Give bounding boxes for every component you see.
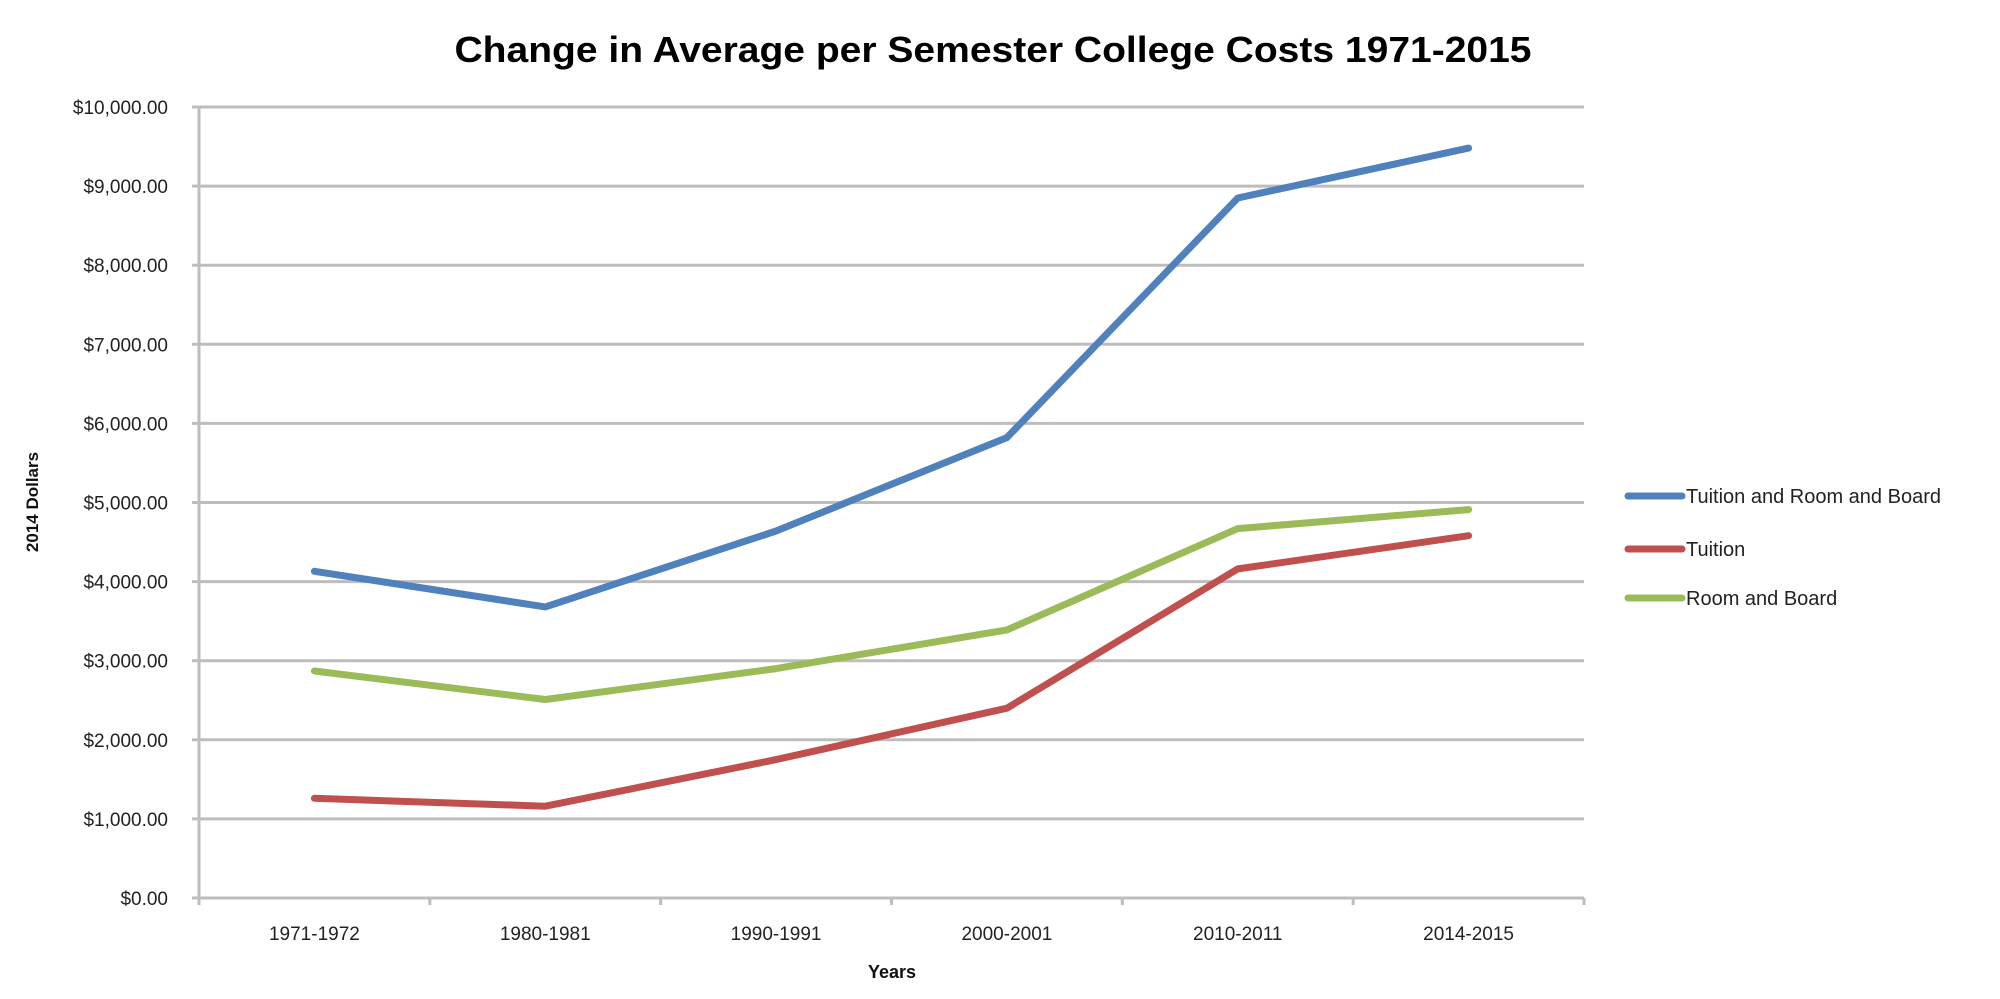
y-axis-title: 2014 Dollars: [23, 452, 42, 552]
y-tick-label: $2,000.00: [83, 731, 168, 752]
x-axis-tick-labels: 1971-1972 1980-1981 1990-1991 2000-2001 2010…: [269, 924, 1514, 945]
y-tick-label: $0.00: [120, 889, 168, 910]
y-tick-label: $3,000.00: [83, 652, 168, 673]
y-tick-label: $4,000.00: [83, 573, 168, 594]
legend-item-room-and-board: Room and Board: [1624, 588, 1837, 610]
x-axis-title: Years: [868, 962, 916, 982]
x-tick-label: 2014-2015: [1423, 924, 1514, 945]
y-tick-label: $9,000.00: [83, 177, 168, 198]
y-tick-label: $8,000.00: [83, 256, 168, 277]
x-tick-label: 1980-1981: [500, 924, 591, 945]
x-tick-label: 2010-2011: [1193, 924, 1282, 945]
legend-item-tuition-and-room-and-board: Tuition and Room and Board: [1624, 486, 1941, 508]
y-tick-label: $5,000.00: [83, 494, 168, 515]
x-tick-label: 1990-1991: [731, 924, 822, 945]
legend-label: Room and Board: [1686, 588, 1837, 610]
series-line-tuition: [310, 532, 1473, 810]
series-lines: [310, 144, 1473, 810]
chart-title: Change in Average per Semester College C…: [455, 29, 1532, 70]
y-tick-label: $6,000.00: [83, 414, 168, 435]
y-tick-label: $7,000.00: [83, 335, 168, 356]
legend-label: Tuition and Room and Board: [1686, 486, 1941, 508]
y-tick-label: $10,000.00: [73, 98, 168, 119]
x-tick-label: 1971-1972: [269, 924, 360, 945]
gridlines: [192, 105, 1586, 905]
legend: Tuition and Room and Board Tuition Room an…: [1624, 486, 1941, 610]
x-tick-label: 2000-2001: [961, 924, 1052, 945]
series-line-room-and-board: [310, 506, 1473, 703]
series-line-tuition-and-room-and-board: [310, 144, 1473, 611]
legend-label: Tuition: [1686, 539, 1745, 561]
y-axis-tick-labels: $0.00 $1,000.00 $2,000.00 $3,000.00 $4,000.0…: [73, 98, 168, 910]
legend-item-tuition: Tuition: [1624, 539, 1745, 561]
y-tick-label: $1,000.00: [83, 810, 168, 831]
